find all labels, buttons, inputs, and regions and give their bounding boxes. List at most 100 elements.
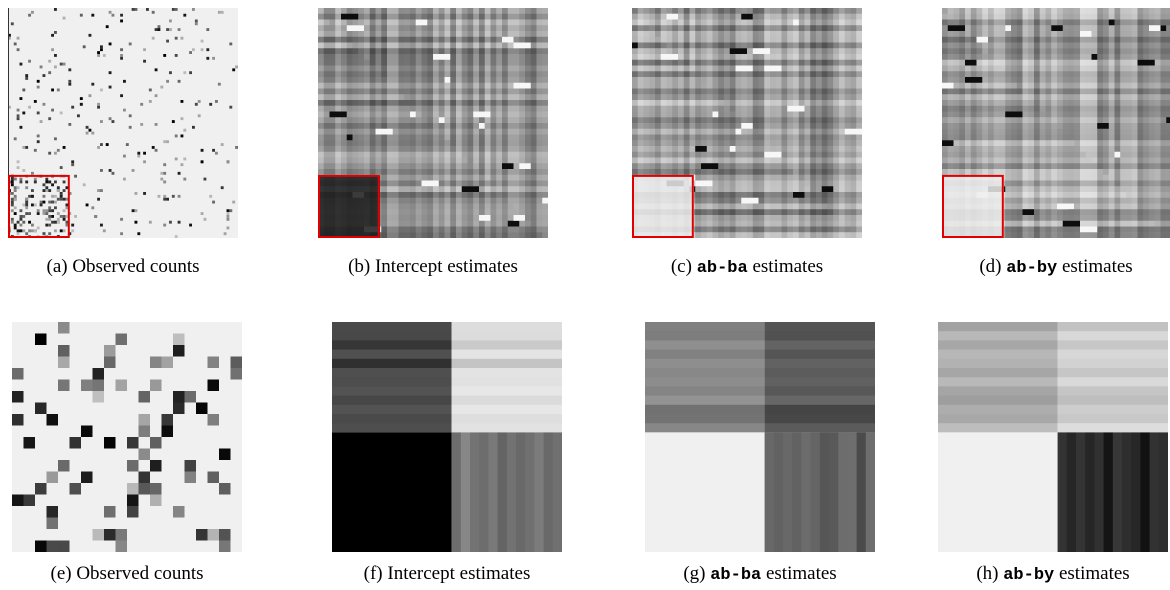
cell <box>128 42 132 46</box>
row-stripe <box>942 94 1170 100</box>
row-stripe <box>318 134 548 141</box>
row-stripe <box>942 151 1170 158</box>
caption-code: ab-by <box>1003 566 1055 585</box>
cell <box>184 391 196 403</box>
row-stripe <box>318 42 548 49</box>
col-stripe <box>729 8 736 238</box>
cell <box>42 209 46 213</box>
cell <box>219 448 231 460</box>
cell <box>85 125 89 129</box>
cell <box>58 356 70 368</box>
cell <box>54 31 57 34</box>
cell <box>120 13 123 17</box>
cell <box>19 125 23 129</box>
quadrant <box>332 322 452 433</box>
cell <box>206 56 210 60</box>
heatmap-image <box>942 8 1170 238</box>
cell <box>375 128 393 135</box>
cell <box>192 48 195 52</box>
col-stripe <box>942 8 948 238</box>
block-corner <box>942 175 1005 238</box>
cell <box>519 163 531 169</box>
cell <box>410 111 416 118</box>
row-stripe <box>318 157 548 164</box>
cell <box>183 71 187 75</box>
cell <box>46 517 58 529</box>
cell <box>1080 226 1098 233</box>
cell <box>13 189 17 192</box>
cell <box>220 10 224 14</box>
col-stripe <box>1057 432 1067 552</box>
heatmap-image <box>332 322 562 552</box>
row-stripe <box>632 151 862 158</box>
cell <box>161 414 173 426</box>
col-stripe <box>451 432 461 552</box>
cell <box>8 33 11 37</box>
col-stripe <box>833 8 839 238</box>
cell <box>154 68 158 72</box>
col-stripe <box>1103 432 1113 552</box>
cell <box>115 540 127 552</box>
cell <box>173 506 185 518</box>
block-corner <box>632 175 695 238</box>
cell <box>177 79 181 83</box>
cell <box>28 13 31 17</box>
col-stripe <box>718 8 724 238</box>
cell <box>8 105 11 109</box>
cell <box>42 200 46 204</box>
col-stripe <box>470 432 480 552</box>
row-stripe <box>942 13 1170 20</box>
caption-label: (d) <box>979 256 1002 277</box>
col-stripe <box>1140 432 1150 552</box>
cell <box>13 186 17 190</box>
cell <box>111 171 115 175</box>
cell <box>16 220 20 224</box>
row-stripe <box>632 88 862 95</box>
cell <box>45 177 49 181</box>
col-stripe <box>1137 8 1144 238</box>
cell <box>207 471 219 483</box>
row-stripe <box>318 36 548 43</box>
cell <box>74 215 77 218</box>
row-stripe <box>942 209 1170 215</box>
row-stripe <box>632 54 862 60</box>
cell <box>160 177 164 181</box>
quadrant <box>645 322 765 433</box>
cell <box>36 226 40 230</box>
cell <box>169 71 172 75</box>
cell <box>217 82 221 86</box>
block-corner <box>318 175 381 238</box>
cell <box>120 232 123 236</box>
col-stripe <box>988 8 994 238</box>
cell <box>729 146 736 152</box>
cell <box>131 209 135 213</box>
quadrant <box>938 432 1058 552</box>
row-stripe <box>632 128 862 135</box>
row-stripe <box>942 169 1170 175</box>
cell <box>105 143 109 146</box>
col-stripe <box>850 8 857 238</box>
cell <box>143 151 146 155</box>
col-stripe <box>655 8 661 238</box>
row-stripe <box>942 42 1170 49</box>
row-stripe <box>632 209 862 215</box>
cell <box>194 19 198 23</box>
cell <box>157 194 161 198</box>
cell <box>36 212 40 215</box>
cell <box>91 82 95 86</box>
cell <box>68 79 72 83</box>
cell <box>51 220 54 224</box>
col-stripe <box>683 8 690 238</box>
col-stripe <box>689 8 696 238</box>
row-stripe <box>318 151 548 158</box>
cell <box>104 345 116 357</box>
cell <box>123 177 126 181</box>
cell <box>35 540 47 552</box>
cell <box>140 102 144 106</box>
cell <box>39 120 43 123</box>
cell <box>137 232 141 236</box>
col-stripe <box>530 8 537 238</box>
cell <box>56 186 60 190</box>
cell <box>120 54 123 57</box>
cell <box>28 220 31 224</box>
